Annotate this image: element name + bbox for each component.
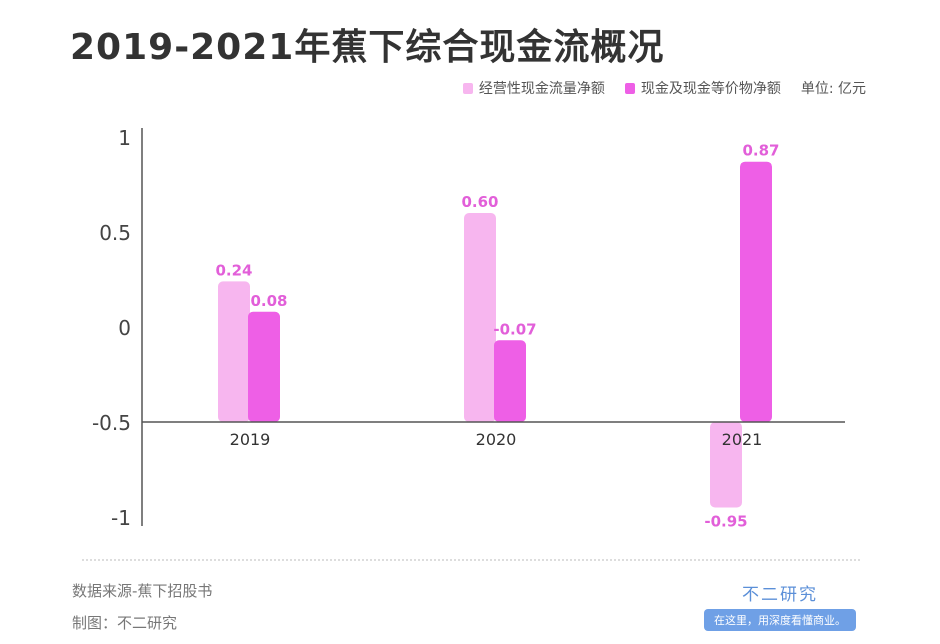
- bar-2019-s0: [218, 281, 250, 422]
- brand-slogan: 在这里，用深度看懂商业。: [704, 609, 856, 631]
- chart-title: 2019-2021年蕉下综合现金流概况: [70, 27, 665, 68]
- source-note: 数据来源-蕉下招股书: [72, 582, 213, 600]
- bar-2019-s1: [248, 311, 280, 422]
- x-tick-label: 2020: [476, 430, 517, 449]
- brand-name: 不二研究: [742, 585, 818, 605]
- y-tick-label: -1: [111, 506, 131, 530]
- y-tick-label: 1: [118, 126, 131, 150]
- legend-swatch-operating: [462, 82, 473, 94]
- unit-label: 单位: 亿元: [800, 81, 866, 97]
- bar-2021-s0: [710, 422, 742, 508]
- y-tick-label: -0.5: [92, 411, 131, 435]
- data-label: 0.60: [461, 193, 498, 211]
- legend-label-operating: 经营性现金流量净额: [478, 81, 605, 97]
- credit-note: 制图：不二研究: [72, 614, 178, 632]
- legend-label-cash: 现金及现金等价物净额: [640, 81, 781, 97]
- bar-2020-s0: [464, 213, 496, 422]
- data-label: 0.87: [742, 142, 779, 160]
- x-tick-label: 2021: [722, 430, 763, 449]
- legend-swatch-cash: [624, 82, 635, 94]
- y-tick-label: 0: [118, 316, 131, 340]
- data-label: -0.95: [704, 513, 747, 531]
- x-tick-label: 2019: [230, 430, 271, 449]
- data-label: 0.08: [250, 292, 287, 310]
- brand-logo: 不二研究 在这里，用深度看懂商业。: [700, 580, 860, 631]
- bar-2021-s1: [740, 161, 772, 422]
- bar-2020-s1: [494, 340, 526, 422]
- data-label: 0.24: [215, 261, 252, 279]
- y-tick-label: 0.5: [99, 221, 131, 245]
- data-label: -0.07: [493, 320, 536, 338]
- legend: 经营性现金流量净额 现金及现金等价物净额 单位: 亿元: [449, 78, 866, 98]
